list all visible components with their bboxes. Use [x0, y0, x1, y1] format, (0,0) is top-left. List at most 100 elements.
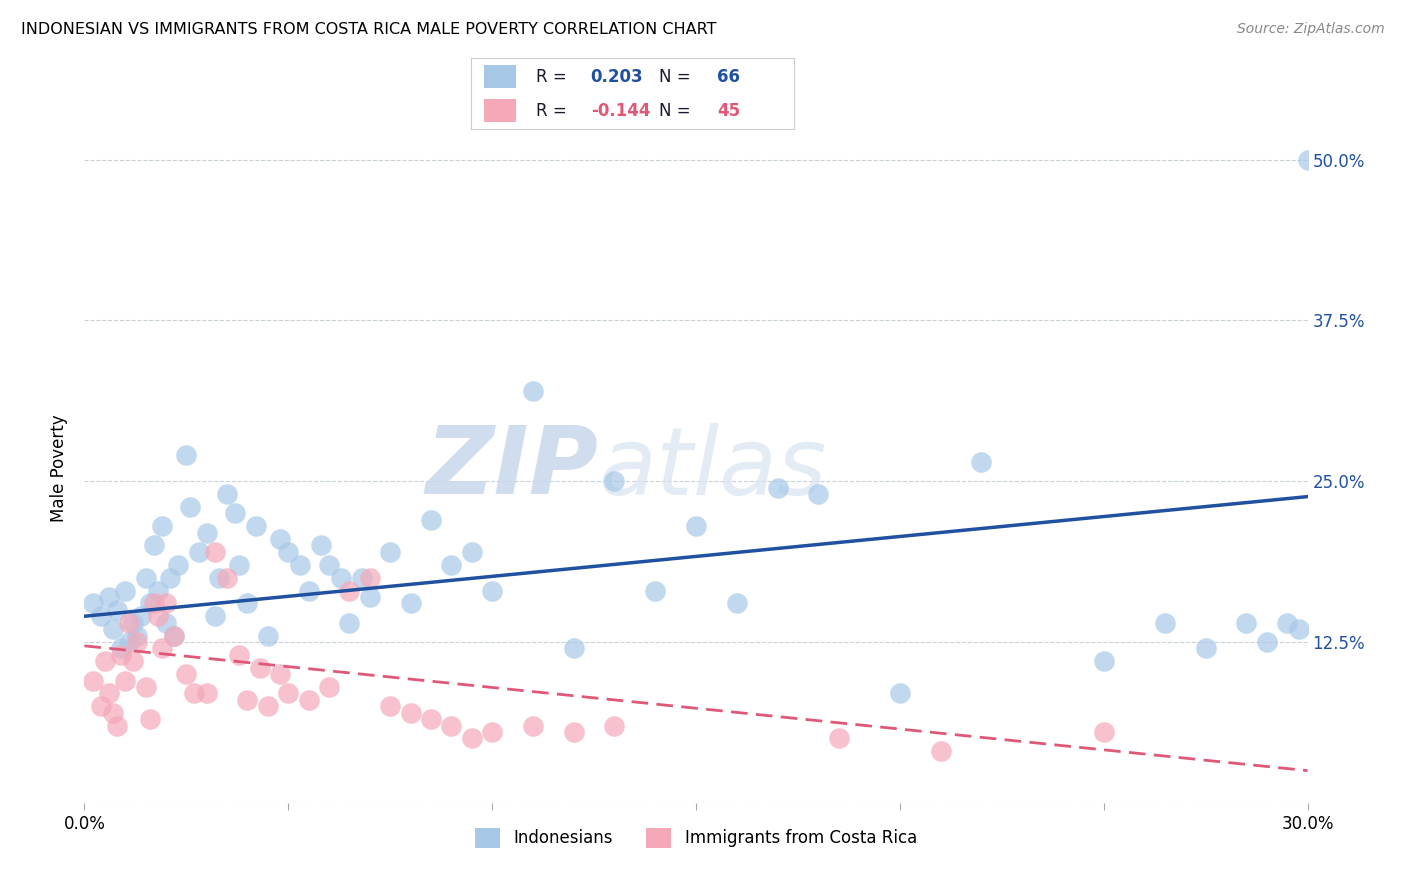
- Point: [155, 615, 177, 630]
- Point: [1092, 725, 1115, 739]
- Point: [208, 571, 231, 585]
- Point: [318, 680, 340, 694]
- Point: [236, 596, 259, 610]
- Point: [122, 654, 145, 668]
- Point: [90, 609, 112, 624]
- Point: [110, 641, 132, 656]
- Point: [195, 525, 218, 540]
- Point: [82, 673, 104, 688]
- Point: [167, 558, 190, 572]
- Point: [245, 519, 267, 533]
- Point: [420, 712, 443, 726]
- Text: N =: N =: [658, 102, 696, 120]
- Point: [807, 487, 830, 501]
- Point: [380, 699, 402, 714]
- Point: [97, 686, 120, 700]
- Point: [461, 731, 484, 746]
- Point: [187, 545, 209, 559]
- Point: [1236, 615, 1258, 630]
- Point: [330, 571, 353, 585]
- Text: 0.203: 0.203: [591, 68, 644, 86]
- Point: [603, 474, 626, 488]
- Text: atlas: atlas: [598, 423, 827, 514]
- Point: [82, 596, 104, 610]
- Point: [359, 571, 381, 585]
- Point: [440, 718, 463, 732]
- Bar: [484, 65, 516, 88]
- Point: [118, 615, 141, 630]
- Point: [298, 693, 321, 707]
- Point: [135, 680, 157, 694]
- Point: [399, 596, 422, 610]
- Point: [150, 519, 173, 533]
- Point: [766, 481, 789, 495]
- Point: [159, 571, 181, 585]
- Point: [257, 628, 280, 642]
- Point: [142, 539, 165, 553]
- Point: [828, 731, 851, 746]
- Point: [114, 583, 136, 598]
- Point: [309, 539, 332, 553]
- Point: [257, 699, 280, 714]
- Point: [725, 596, 748, 610]
- Point: [131, 609, 153, 624]
- Point: [146, 583, 169, 598]
- Point: [122, 615, 145, 630]
- Text: -0.144: -0.144: [591, 102, 650, 120]
- Point: [163, 628, 186, 642]
- Point: [90, 699, 112, 714]
- Point: [224, 506, 246, 520]
- Point: [380, 545, 402, 559]
- Point: [150, 641, 173, 656]
- Y-axis label: Male Poverty: Male Poverty: [51, 415, 69, 522]
- Point: [269, 667, 291, 681]
- Point: [174, 449, 197, 463]
- Point: [1154, 615, 1177, 630]
- Bar: [484, 99, 516, 122]
- Point: [685, 519, 707, 533]
- Point: [236, 693, 259, 707]
- Point: [93, 654, 115, 668]
- Point: [217, 571, 239, 585]
- Point: [1277, 615, 1299, 630]
- Point: [155, 596, 177, 610]
- Point: [204, 609, 226, 624]
- Point: [110, 648, 132, 662]
- Point: [105, 718, 128, 732]
- Point: [217, 487, 239, 501]
- Point: [228, 648, 250, 662]
- Text: R =: R =: [536, 68, 572, 86]
- Point: [135, 571, 157, 585]
- Point: [179, 500, 201, 514]
- Point: [1256, 635, 1278, 649]
- Point: [644, 583, 666, 598]
- Point: [138, 712, 160, 726]
- Point: [228, 558, 250, 572]
- Point: [249, 661, 271, 675]
- Point: [101, 622, 124, 636]
- Point: [118, 635, 141, 649]
- Point: [101, 706, 124, 720]
- Point: [269, 532, 291, 546]
- Text: R =: R =: [536, 102, 572, 120]
- Point: [359, 590, 381, 604]
- Point: [440, 558, 463, 572]
- Point: [1288, 622, 1310, 636]
- Point: [138, 596, 160, 610]
- Legend: Indonesians, Immigrants from Costa Rica: Indonesians, Immigrants from Costa Rica: [468, 821, 924, 855]
- Text: ZIP: ZIP: [425, 422, 598, 515]
- Point: [522, 718, 544, 732]
- Point: [195, 686, 218, 700]
- Point: [339, 615, 361, 630]
- Point: [298, 583, 321, 598]
- Point: [1296, 153, 1319, 167]
- Point: [1092, 654, 1115, 668]
- Point: [929, 744, 952, 758]
- Point: [461, 545, 484, 559]
- Point: [399, 706, 422, 720]
- Point: [481, 725, 503, 739]
- Point: [562, 725, 585, 739]
- Point: [114, 673, 136, 688]
- Point: [127, 628, 149, 642]
- Point: [318, 558, 340, 572]
